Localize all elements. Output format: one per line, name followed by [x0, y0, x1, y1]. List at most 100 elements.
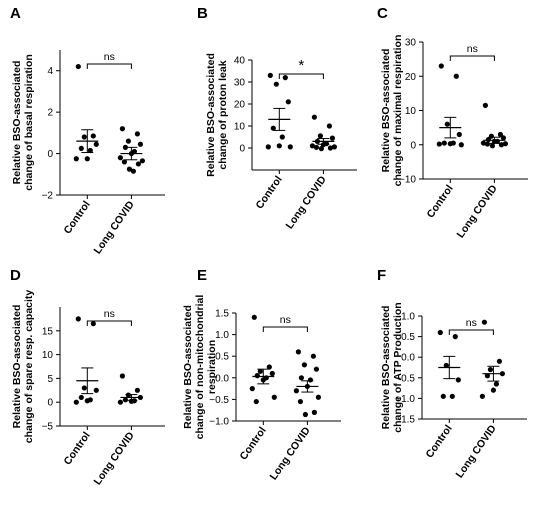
x-tick-label: Long COVID	[92, 429, 138, 487]
data-point	[313, 144, 319, 150]
data-point	[90, 321, 96, 327]
data-point	[271, 394, 277, 400]
y-tick-label: −0.5	[395, 373, 415, 384]
y-tick-label: 0.0	[215, 373, 229, 384]
data-point	[293, 388, 299, 394]
data-point	[84, 156, 90, 162]
data-point	[302, 411, 308, 418]
data-point	[298, 375, 304, 381]
data-point	[251, 314, 257, 320]
significance-bracket	[86, 63, 132, 69]
data-point	[440, 393, 446, 399]
significance-label: *	[298, 57, 304, 74]
data-point	[119, 126, 125, 132]
data-point	[287, 144, 293, 150]
data-point	[282, 75, 288, 81]
data-point	[441, 140, 447, 146]
data-point	[267, 72, 273, 78]
x-tick-label: Control	[425, 183, 456, 221]
data-point	[318, 146, 324, 152]
data-point	[93, 387, 99, 393]
panel-c: C −10 0 10 20 30 Relative BSO-associated change…	[377, 5, 528, 240]
y-tick-label: −2	[42, 191, 54, 202]
data-point	[119, 373, 125, 379]
data-point	[117, 399, 123, 405]
x-tick-label: Long COVID	[268, 424, 314, 482]
panel-f: F −1.5 −1.0 −0.5 0.0 0.5 1.0 Relative BSO-assoc…	[377, 267, 527, 480]
data-point	[484, 141, 490, 147]
x-tick-label: Control	[238, 425, 269, 463]
data-point	[254, 373, 260, 379]
data-point	[81, 134, 87, 140]
data-point	[456, 131, 462, 138]
data-point	[90, 133, 96, 139]
y-tick-label: 0.5	[401, 332, 415, 343]
data-point	[285, 99, 291, 105]
data-point	[493, 381, 499, 387]
data-point	[481, 319, 487, 325]
data-point	[134, 131, 140, 137]
y-tick-label: 1.0	[215, 330, 229, 341]
data-point	[482, 102, 488, 108]
y-tick-label: 1.0	[401, 312, 415, 323]
significance-bracket	[278, 73, 324, 79]
panel-a: A −2 0 2 4 Relative BSO-associated change of b…	[10, 5, 165, 256]
data-point	[139, 158, 145, 164]
data-point	[317, 133, 323, 139]
y-tick-label: 40	[234, 56, 246, 67]
data-point	[311, 409, 317, 415]
y-axis-label: change of maximal respiration	[392, 35, 404, 187]
y-axis-label: Relative BSO-associated	[380, 306, 392, 430]
data-point	[249, 386, 255, 392]
data-point	[484, 373, 490, 379]
data-point	[135, 161, 141, 167]
panel-e: E −1.0 −0.5 0.0 0.5 1.0 1.5 Relative BSO-associ…	[182, 267, 341, 482]
y-tick-label: 20	[405, 72, 417, 83]
significance-label: ns	[467, 43, 478, 55]
x-tick-label: Control	[62, 430, 93, 468]
x-tick-label: Long COVID	[455, 182, 501, 240]
y-axis-label: Relative BSO-associated	[182, 305, 194, 429]
data-point	[497, 131, 503, 138]
y-axis-label: Relative BSO-associated	[380, 49, 392, 173]
significance-bracket	[262, 326, 308, 332]
data-point	[315, 394, 321, 400]
y-tick-label: −1.0	[395, 394, 415, 405]
y-axis-label: Relative BSO-associated	[205, 53, 217, 177]
data-point	[436, 141, 442, 147]
y-tick-label: 10	[405, 106, 417, 117]
data-point	[310, 353, 316, 359]
data-point	[276, 143, 282, 149]
panel-b: B 0 10 20 30 40 Relative BSO-associated change …	[197, 5, 357, 231]
data-point	[438, 63, 444, 69]
data-point	[75, 63, 81, 70]
y-tick-label: 0	[47, 149, 53, 160]
data-point	[331, 144, 337, 150]
data-point	[125, 138, 131, 144]
data-point	[443, 362, 449, 369]
data-point	[313, 366, 319, 372]
y-axis-label: Relative BSO-associated	[11, 305, 23, 429]
data-point	[265, 144, 271, 150]
data-point	[117, 155, 123, 161]
data-point	[485, 137, 491, 143]
data-point	[295, 349, 301, 355]
y-tick-label: 0.0	[401, 353, 415, 364]
data-point	[307, 377, 313, 383]
data-point	[496, 358, 502, 364]
data-point	[301, 362, 307, 368]
data-point	[309, 143, 315, 149]
y-axis-label: change of spare resp. capacity	[23, 290, 35, 444]
y-tick-label: −0.5	[209, 395, 229, 406]
data-point	[134, 387, 140, 393]
data-point	[444, 121, 450, 127]
significance-bracket	[449, 55, 495, 61]
data-point	[266, 364, 272, 370]
x-tick-label: Long COVID	[454, 422, 500, 480]
data-point	[453, 73, 459, 79]
data-point	[73, 399, 79, 405]
significance-label: ns	[466, 317, 477, 329]
y-tick-label: 10	[42, 350, 54, 361]
data-point	[257, 368, 263, 374]
